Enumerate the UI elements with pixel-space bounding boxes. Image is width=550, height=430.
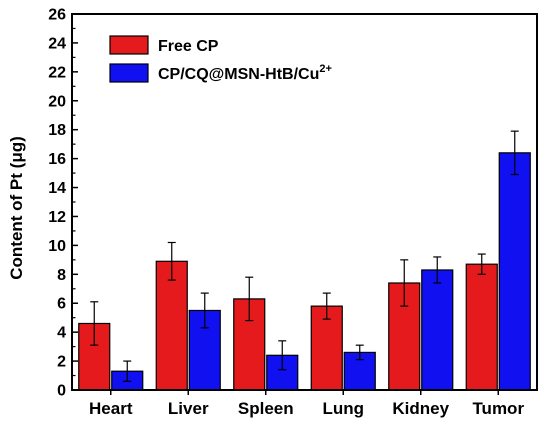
- bar-tumor-series-2: [498, 152, 531, 391]
- y-tick-label: 8: [57, 267, 66, 284]
- y-tick-label: 14: [48, 180, 66, 197]
- error-bar-lung-series-2: [355, 344, 364, 361]
- legend-item-1: Free CP: [109, 35, 219, 55]
- bar-liver-series-1: [155, 260, 188, 391]
- y-tick-label: 6: [57, 296, 66, 313]
- y-tick-label: 10: [48, 238, 66, 255]
- error-bar-tumor-series-2: [510, 130, 519, 176]
- y-tick-label: 16: [48, 151, 66, 168]
- legend-label: Free CP: [158, 38, 219, 55]
- error-bar-kidney-series-2: [433, 256, 442, 284]
- error-bar-spleen-series-2: [278, 340, 287, 371]
- bars-layer: [78, 152, 531, 391]
- y-tick-label: 2: [57, 354, 66, 371]
- error-bar-lung-series-1: [322, 292, 331, 320]
- y-tick-label: 0: [57, 383, 66, 400]
- y-tick-label: 4: [57, 325, 66, 342]
- y-tick-label: 24: [48, 35, 66, 52]
- error-bar-tumor-series-1: [477, 253, 486, 275]
- legend: Free CP CP/CQ@MSN-HtB/Cu2+: [109, 35, 332, 83]
- error-bar-liver-series-1: [167, 241, 176, 281]
- y-tick-label: 22: [48, 64, 66, 81]
- bar-tumor-series-1: [465, 263, 498, 391]
- error-bar-liver-series-2: [200, 292, 209, 329]
- x-tick-label-tumor: Tumor: [472, 399, 524, 418]
- x-tick-label-kidney: Kidney: [392, 399, 449, 418]
- y-tick-label: 18: [48, 122, 66, 139]
- bar-lung-series-1: [310, 305, 343, 391]
- x-tick-label-heart: Heart: [89, 399, 133, 418]
- y-tick-label: 26: [48, 7, 66, 24]
- x-tick-label-spleen: Spleen: [238, 399, 294, 418]
- error-bars-layer: [90, 130, 519, 382]
- y-tick-label: 20: [48, 93, 66, 110]
- legend-label: CP/CQ@MSN-HtB/Cu2+: [158, 63, 332, 83]
- error-bar-kidney-series-1: [400, 259, 409, 307]
- legend-swatch: [109, 63, 149, 83]
- error-bar-spleen-series-1: [245, 276, 254, 322]
- y-tick-label: 12: [48, 209, 66, 226]
- legend-item-2: CP/CQ@MSN-HtB/Cu2+: [109, 63, 332, 83]
- error-bar-heart-series-1: [90, 301, 99, 346]
- bar-kidney-series-2: [421, 269, 454, 391]
- legend-swatch: [109, 35, 149, 55]
- y-axis-title: Content of Pt (μg): [7, 136, 26, 280]
- error-bar-heart-series-2: [123, 360, 132, 382]
- x-tick-label-lung: Lung: [322, 399, 364, 418]
- x-tick-label-liver: Liver: [168, 399, 209, 418]
